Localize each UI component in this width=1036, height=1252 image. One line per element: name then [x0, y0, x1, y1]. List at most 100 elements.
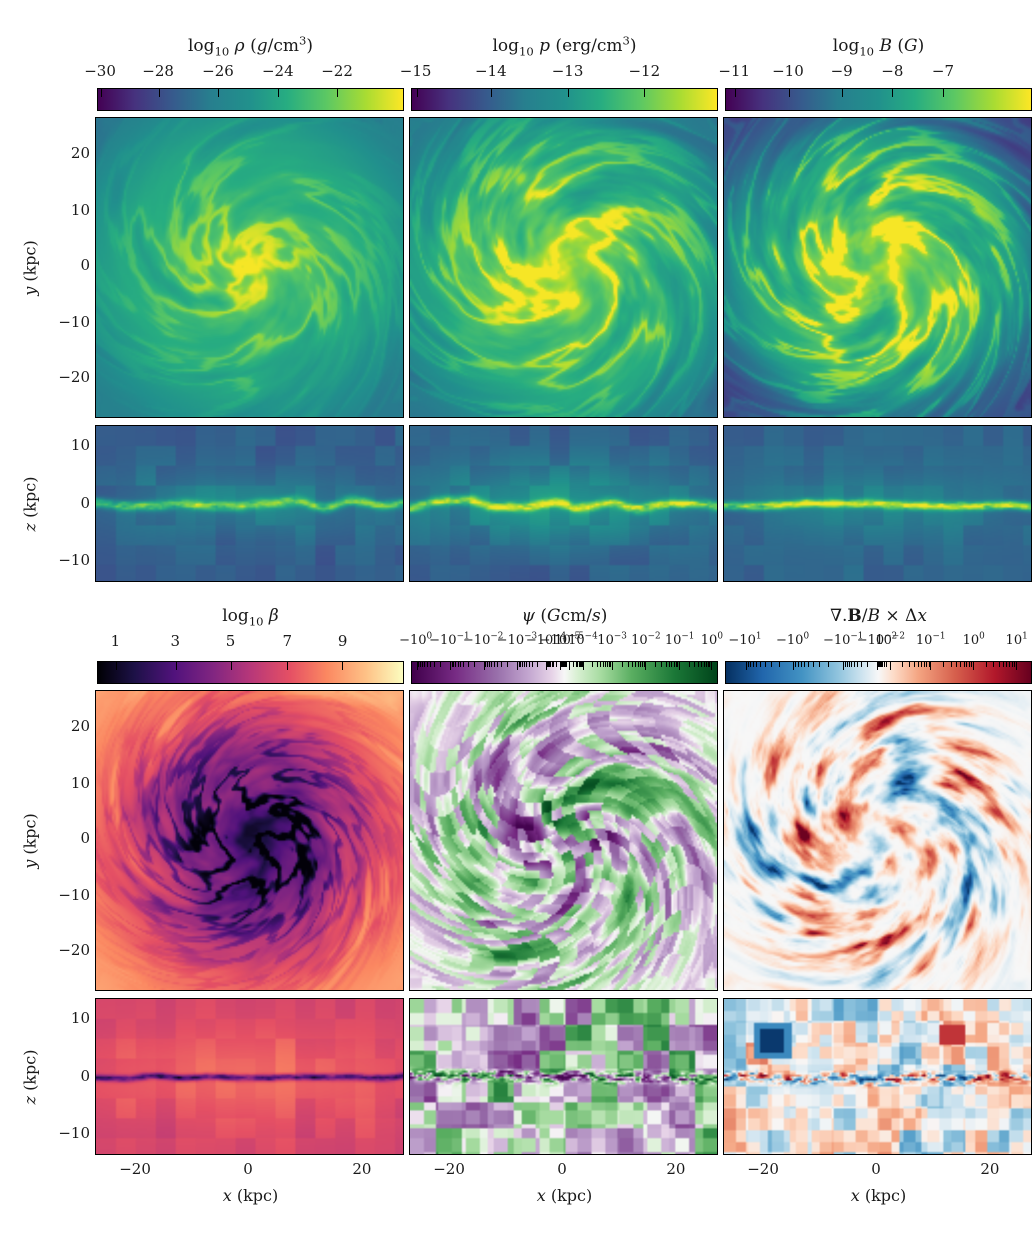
colorbar-tick-label: 10−2	[875, 631, 905, 648]
colorbar-tick-label: −28	[142, 62, 174, 80]
colorbar-minor-tick	[1013, 662, 1015, 667]
colorbar-tick	[116, 662, 118, 670]
colorbar-minor-tick	[553, 662, 555, 667]
colorbar-minor-tick	[665, 662, 667, 667]
colorbar-minor-tick	[914, 662, 916, 667]
colorbar-minor-tick	[424, 662, 426, 667]
colorbar-tick	[643, 89, 645, 97]
colorbar-tick-label: 10−1	[915, 631, 946, 648]
colorbar-minor-tick	[902, 662, 904, 667]
colorbar-minor-tick	[909, 662, 911, 667]
colorbar-minor-tick	[688, 662, 690, 667]
colorbar-tick	[569, 662, 571, 670]
z-tick-label: 0	[80, 493, 90, 512]
colorbar-tick	[342, 662, 343, 670]
z-tick-label: 0	[80, 1066, 90, 1085]
colorbar-tick-label: −26	[202, 62, 234, 80]
colorbar-minor-tick	[1011, 662, 1013, 667]
colorbar-minor-tick	[707, 662, 709, 667]
rho-edge-panel	[95, 425, 405, 583]
colorbar-tick-label: 10−2	[631, 631, 661, 648]
colorbar-minor-tick	[643, 662, 645, 667]
colorbar-tick-label: −30	[84, 62, 116, 80]
colorbar-minor-tick	[879, 662, 880, 667]
colorbar-tick	[788, 89, 790, 97]
colorbar-minor-tick	[747, 662, 749, 667]
colorbar-minor-tick	[580, 662, 582, 667]
colorbar-tick	[611, 662, 613, 670]
colorbar-minor-tick	[631, 662, 633, 667]
colorbar-tick	[218, 89, 220, 97]
colorbar-minor-tick	[640, 662, 642, 667]
colorbar-tick-label: −10−2	[462, 631, 504, 648]
colorbar-minor-tick	[921, 662, 923, 667]
beta-face-panel	[95, 690, 405, 992]
colorbar-minor-tick	[1009, 662, 1011, 667]
colorbar-tick	[416, 662, 418, 670]
x-tick-label: 0	[243, 1160, 253, 1178]
colorbar-minor-tick	[800, 662, 802, 667]
colorbar-tick-label: −11	[718, 62, 751, 80]
colorbar-tick	[277, 89, 279, 97]
colorbar-minor-tick	[966, 662, 968, 667]
colorbar-minor-tick	[546, 662, 548, 667]
colorbar-tick	[942, 89, 944, 97]
colorbar-minor-tick	[882, 662, 884, 667]
beta-colorbar	[97, 661, 404, 684]
colorbar-minor-tick	[440, 662, 442, 667]
colorbar-minor-tick	[879, 662, 881, 667]
colorbar-minor-tick	[561, 662, 563, 667]
colorbar-minor-tick	[778, 662, 780, 667]
colorbar-minor-tick	[549, 662, 551, 667]
y-tick-label: −10	[58, 886, 90, 905]
colorbar-minor-tick	[421, 662, 423, 667]
colorbar-tick-label: −8	[881, 62, 904, 80]
colorbar-title-psi: ψ (Gcm/s)	[521, 606, 608, 626]
B-colorbar	[725, 88, 1032, 111]
colorbar-minor-tick	[971, 662, 973, 667]
psi-face-panel	[409, 690, 719, 992]
colorbar-tick-label: 10−5	[554, 631, 584, 648]
y-tick-label: −10	[58, 313, 90, 332]
colorbar-minor-tick	[804, 662, 806, 667]
p-face-panel	[409, 117, 719, 419]
colorbar-minor-tick	[998, 662, 1000, 667]
colorbar-minor-tick	[419, 662, 421, 667]
colorbar-minor-tick	[518, 662, 520, 667]
colorbar-minor-tick	[943, 662, 945, 667]
x-tick-label: 0	[871, 1160, 881, 1178]
colorbar-tick-label: −10−1	[822, 631, 864, 648]
colorbar-minor-tick	[850, 662, 852, 667]
x-axis-label: x (kpc)	[850, 1186, 907, 1205]
colorbar-minor-tick	[521, 662, 523, 667]
y-tick-label: 10	[70, 774, 90, 793]
colorbar-tick	[416, 89, 418, 97]
colorbar-minor-tick	[924, 662, 926, 667]
colorbar-tick	[287, 662, 289, 670]
colorbar-minor-tick	[627, 662, 629, 667]
colorbar-minor-tick	[813, 662, 815, 667]
y-tick-label: −20	[58, 368, 90, 387]
colorbar-minor-tick	[675, 662, 677, 667]
divb-edge-map	[724, 999, 1032, 1155]
colorbar-minor-tick	[756, 662, 758, 667]
colorbar-tick	[517, 662, 519, 670]
beta-face-map	[96, 691, 404, 991]
colorbar-tick-label: 1	[110, 632, 121, 650]
colorbar-ticklabels-beta: 1 3 5 7 9	[97, 628, 404, 654]
colorbar-minor-tick	[846, 662, 848, 667]
colorbar-minor-tick	[596, 662, 598, 667]
colorbar-minor-tick	[960, 662, 962, 667]
colorbar-minor-tick	[608, 662, 610, 667]
colorbar-minor-tick	[434, 662, 436, 667]
B-edge-map	[724, 426, 1032, 582]
y-tick-label: 10	[70, 201, 90, 220]
colorbar-minor-tick	[591, 662, 593, 667]
colorbar-minor-tick	[520, 662, 522, 667]
colorbar-tick-label: 3	[170, 632, 181, 650]
colorbar-tick	[483, 662, 485, 670]
colorbar-tick-label: −22	[321, 62, 353, 80]
colorbar-minor-tick	[507, 662, 509, 667]
colorbar-tick	[230, 662, 232, 670]
colorbar-tick-label: −9	[830, 62, 853, 80]
